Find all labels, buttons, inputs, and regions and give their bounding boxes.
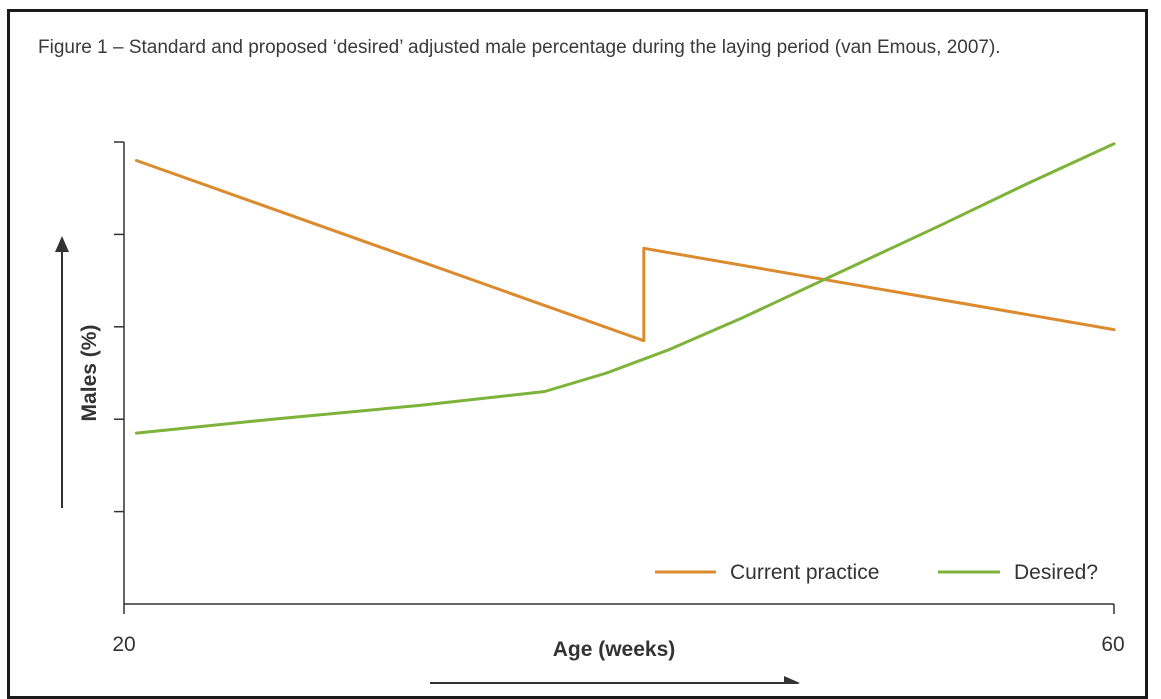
x-tick-label-end: 60 [1101,633,1124,656]
figure-caption: Figure 1 – Standard and proposed ‘desire… [38,37,1001,58]
chart-series [134,142,1116,435]
y-axis-title: Males (%) [78,325,101,422]
y-direction-arrowhead [55,236,69,252]
x-axis-title: Age (weeks) [553,638,676,661]
x-direction-arrowhead [784,676,800,684]
legend-label-current-practice: Current practice [730,561,879,584]
legend-label-desired: Desired? [1014,561,1098,584]
chart-axes [55,141,1115,684]
series-line-desired [134,142,1116,435]
line-chart: Age (weeks) Males (%) 20 60 Current prac… [55,141,1125,684]
x-tick-label-start: 20 [112,633,135,656]
figure-frame [7,9,1148,699]
series-line-current-practice [134,159,1116,343]
